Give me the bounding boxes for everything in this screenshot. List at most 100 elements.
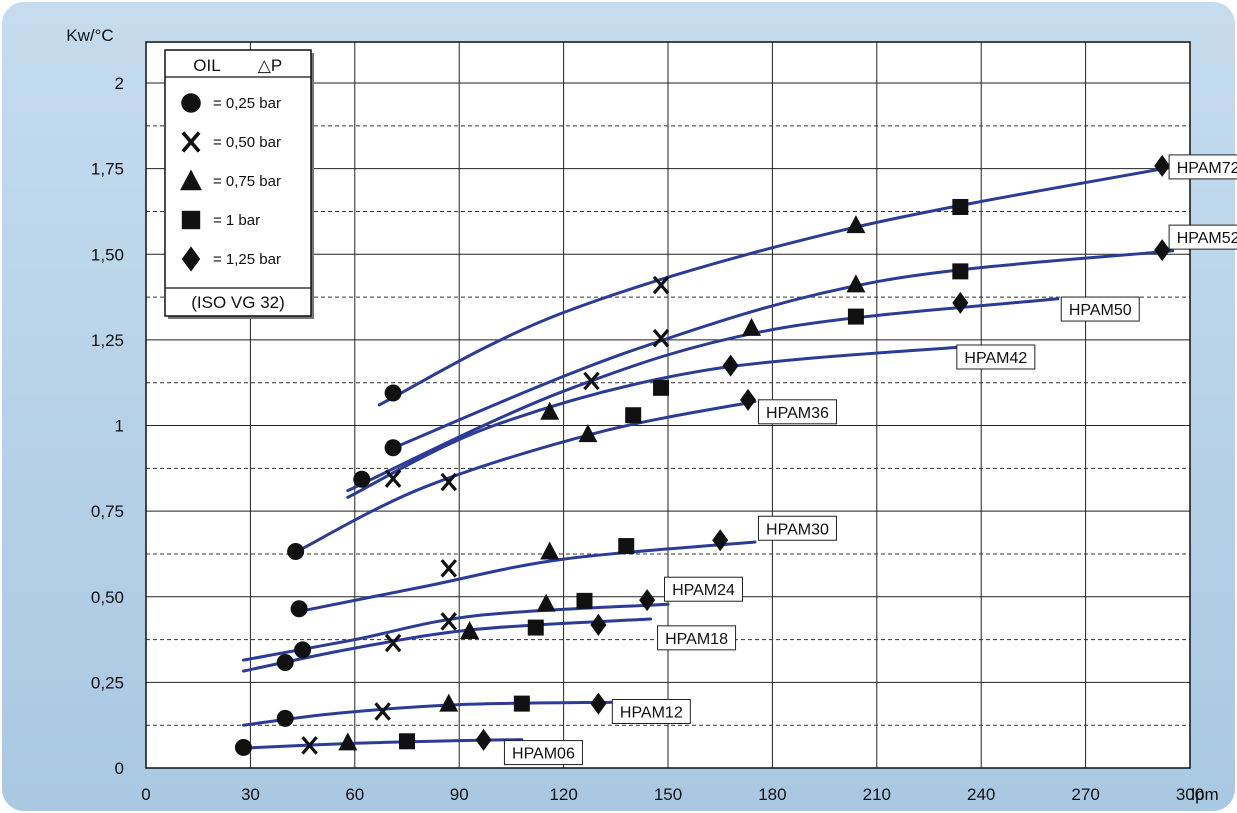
curve-label-box — [956, 344, 1036, 370]
curve-label-hpam72: HPAM72 — [1168, 154, 1237, 180]
curve-hpam50 — [346, 297, 1060, 493]
marker-square-hpam12 — [513, 695, 530, 712]
curve-label-hpam36: HPAM36 — [757, 399, 837, 425]
marker-triangle-hpam06 — [338, 732, 358, 751]
legend-marker-diamond — [181, 246, 201, 272]
marker-circle-hpam72 — [384, 384, 402, 402]
y-tick-label: 1,25 — [91, 331, 124, 350]
x-tick-label: 240 — [967, 785, 995, 804]
curve-label-box — [664, 576, 744, 602]
marker-x-hpam24 — [440, 612, 458, 631]
y-tick-label: 1 — [115, 417, 124, 436]
curve-hpam72 — [377, 165, 1175, 407]
markers — [234, 154, 1171, 756]
legend-label: = 1,25 bar — [213, 251, 281, 268]
curve-label-text: HPAM18 — [665, 631, 728, 648]
marker-circle-hpam06 — [234, 738, 252, 756]
curve-label-text: HPAM72 — [1177, 160, 1237, 177]
marker-circle-hpam42 — [353, 470, 371, 488]
marker-x-hpam12 — [374, 702, 391, 721]
marker-x-hpam42 — [384, 469, 402, 488]
y-tick-label: 0 — [115, 759, 124, 778]
marker-circle-hpam52 — [384, 439, 402, 457]
legend-marker-square — [181, 210, 201, 230]
plot-frame — [145, 41, 1191, 769]
curve-label-hpam24: HPAM24 — [664, 576, 744, 602]
marker-diamond-hpam30 — [712, 529, 729, 552]
curve-label-box — [611, 698, 691, 724]
marker-x-hpam18 — [384, 633, 402, 653]
x-tick-label: 0 — [141, 785, 150, 804]
marker-triangle-hpam24 — [536, 593, 556, 612]
legend-label: = 0,75 bar — [213, 173, 281, 190]
curve-label-hpam06: HPAM06 — [503, 740, 583, 766]
legend-title-oil: OIL — [193, 56, 220, 75]
marker-x-hpam06 — [301, 736, 318, 755]
curve-label-hpam12: HPAM12 — [611, 698, 691, 724]
legend-label: = 0,25 bar — [213, 95, 281, 112]
legend: OIL △P = 0,25 bar = 0,50 bar = 0,75 bar = 1 b… — [164, 49, 314, 319]
marker-square-hpam36 — [625, 407, 642, 424]
legend-marker-circle — [181, 93, 201, 113]
x-tick-label: 300 — [1176, 785, 1204, 804]
marker-circle-hpam24 — [276, 654, 294, 672]
curve-label-box — [757, 515, 837, 541]
curve-hpam42 — [346, 345, 966, 499]
x-tick-label: 60 — [345, 785, 364, 804]
marker-triangle-hpam12 — [439, 693, 459, 712]
curve-label-hpam52: HPAM52 — [1168, 224, 1237, 250]
curve-label-hpam30: HPAM30 — [757, 515, 837, 541]
marker-square-hpam24 — [576, 592, 593, 609]
y-tick-label: 0,25 — [91, 673, 124, 692]
marker-square-hpam18 — [527, 619, 544, 636]
axes: 0 0,25 0,50 0,75 1 1,25 1,50 1,75 2 Kw/°C 0 30 60 90 1… — [66, 26, 1218, 804]
marker-x-hpam52 — [652, 328, 670, 348]
marker-square-hpam42 — [653, 379, 670, 396]
marker-triangle-hpam18 — [460, 621, 480, 639]
marker-triangle-hpam72 — [846, 215, 866, 234]
curve-label-text: HPAM06 — [512, 746, 575, 763]
marker-diamond-hpam52 — [1154, 239, 1171, 262]
curve-label-text: HPAM30 — [766, 521, 829, 538]
marker-diamond-hpam18 — [590, 613, 607, 636]
marker-x-hpam42 — [583, 371, 600, 391]
x-tick-label: 150 — [654, 785, 682, 804]
marker-triangle-hpam52 — [846, 274, 866, 293]
curve-label-hpam42: HPAM42 — [956, 344, 1036, 370]
marker-diamond-hpam50 — [952, 291, 969, 314]
curve-label-hpam18: HPAM18 — [657, 625, 737, 651]
marker-diamond-hpam12 — [590, 692, 607, 715]
x-tick-label: 210 — [863, 785, 891, 804]
legend-label: = 1 bar — [213, 212, 260, 229]
y-tick-label: 2 — [115, 74, 124, 93]
curve-label-hpam50: HPAM50 — [1060, 296, 1140, 322]
curve-hpam52 — [388, 249, 1175, 451]
marker-triangle-hpam50 — [540, 401, 560, 420]
marker-x-hpam30 — [440, 559, 458, 578]
y-tick-label: 1,75 — [91, 160, 124, 179]
marker-diamond-hpam36 — [740, 388, 757, 411]
marker-triangle-hpam36 — [578, 424, 598, 443]
curve-label-box — [503, 740, 583, 766]
marker-square-hpam50 — [847, 308, 864, 325]
marker-triangle-hpam50 — [742, 317, 762, 336]
marker-circle-hpam18 — [294, 641, 312, 659]
marker-x-hpam72 — [652, 275, 670, 295]
marker-circle-hpam12 — [276, 709, 294, 727]
curve-label-text: HPAM52 — [1177, 230, 1237, 247]
marker-square-hpam52 — [952, 263, 969, 280]
marker-circle-hpam30 — [290, 600, 308, 618]
curve-label-box — [1060, 296, 1140, 322]
curve-hpam30 — [294, 540, 757, 614]
legend-label: = 0,50 bar — [213, 134, 281, 151]
x-tick-label: 30 — [241, 785, 260, 804]
y-tick-label: 0,50 — [91, 588, 124, 607]
marker-square-hpam30 — [618, 538, 635, 555]
marker-square-hpam06 — [399, 733, 415, 750]
curve-label-text: HPAM12 — [620, 704, 683, 721]
x-tick-label: 120 — [549, 785, 577, 804]
x-tick-label: 180 — [758, 785, 786, 804]
x-axis-label: lpm — [1191, 785, 1218, 804]
